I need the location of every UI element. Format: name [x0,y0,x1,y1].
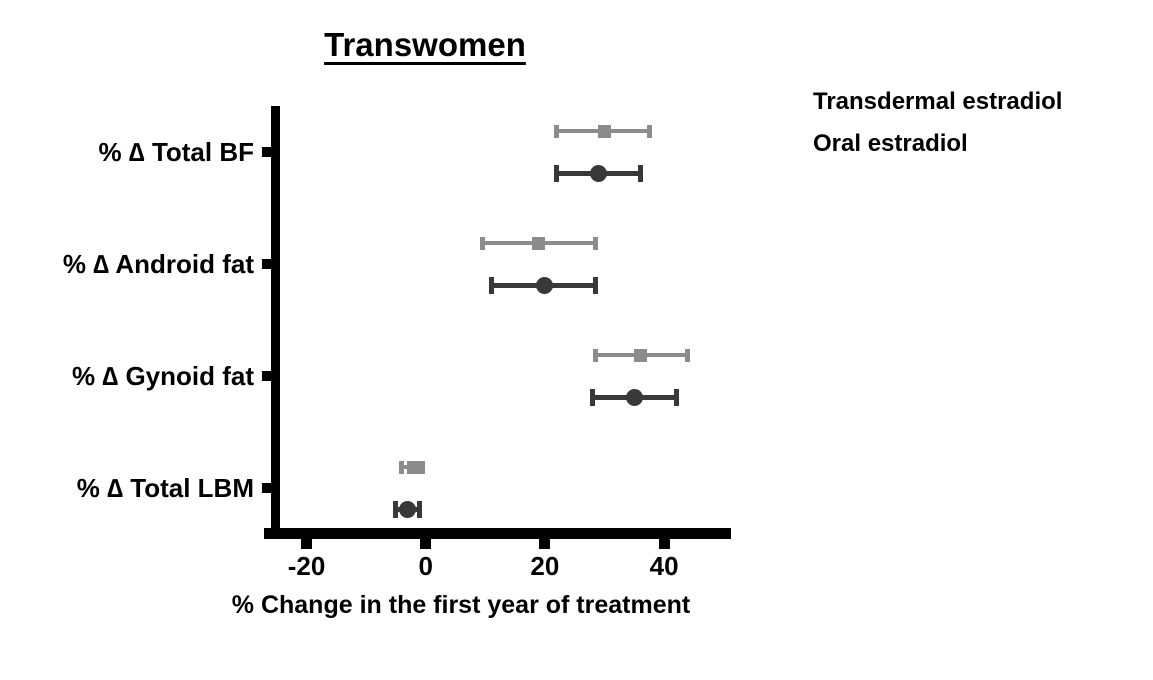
error-bar-cap [488,276,494,294]
data-point-marker [633,348,647,362]
category-label: % ∆ Total BF [98,137,254,167]
legend-item-oral: Oral estradiol [781,128,1062,160]
error-bar-cap [479,236,485,250]
error-bar-cap [673,388,679,406]
error-bar-cap [590,388,596,406]
error-bar-cap [593,236,599,250]
legend: Transdermal estradiol Oral estradiol [781,86,1062,170]
data-point-marker [625,388,643,406]
data-point-marker [407,460,421,474]
x-tick-label: -20 [287,551,326,581]
x-tick [539,539,551,549]
error-bar-cap [399,460,405,474]
chart-title: Transwomen [324,26,526,63]
circle-marker-icon [781,95,796,110]
x-axis-line [264,528,731,539]
data-point-marker [532,236,546,250]
category-tick [262,259,272,269]
legend-label-oral: Oral estradiol [813,130,968,157]
category-tick [262,371,272,381]
x-tick-label: 40 [649,551,679,581]
x-tick-label: 0 [418,551,433,581]
category-label: % ∆ Gynoid fat [71,361,254,391]
x-axis-title: % Change in the first year of treatment [231,591,691,619]
square-marker-icon [782,138,795,151]
error-bar-cap [393,500,399,518]
data-point-marker [590,164,608,182]
error-bar-cap [554,164,560,182]
legend-label-transdermal: Transdermal estradiol [813,88,1063,115]
x-tick [658,539,670,549]
error-bar-cap [593,348,599,362]
category-label: % ∆ Total LBM [76,473,254,503]
x-tick-label: 20 [530,551,560,581]
x-tick [301,539,312,549]
error-bar-cap [685,348,691,362]
data-point-marker [536,276,554,294]
error-bar-cap [554,124,560,138]
error-bar-cap [646,124,652,138]
legend-item-transdermal: Transdermal estradiol [781,86,1062,118]
data-point-marker [598,124,611,138]
data-point-marker [399,500,417,518]
error-bar-cap [593,276,599,294]
category-tick [262,147,272,157]
y-axis-line [271,106,280,538]
category-label: % ∆ Android fat [62,249,254,279]
error-bar-cap [417,500,423,518]
category-tick [262,483,272,493]
error-bar-cap [420,460,426,474]
error-bar-cap [637,164,643,182]
x-tick [420,539,432,549]
